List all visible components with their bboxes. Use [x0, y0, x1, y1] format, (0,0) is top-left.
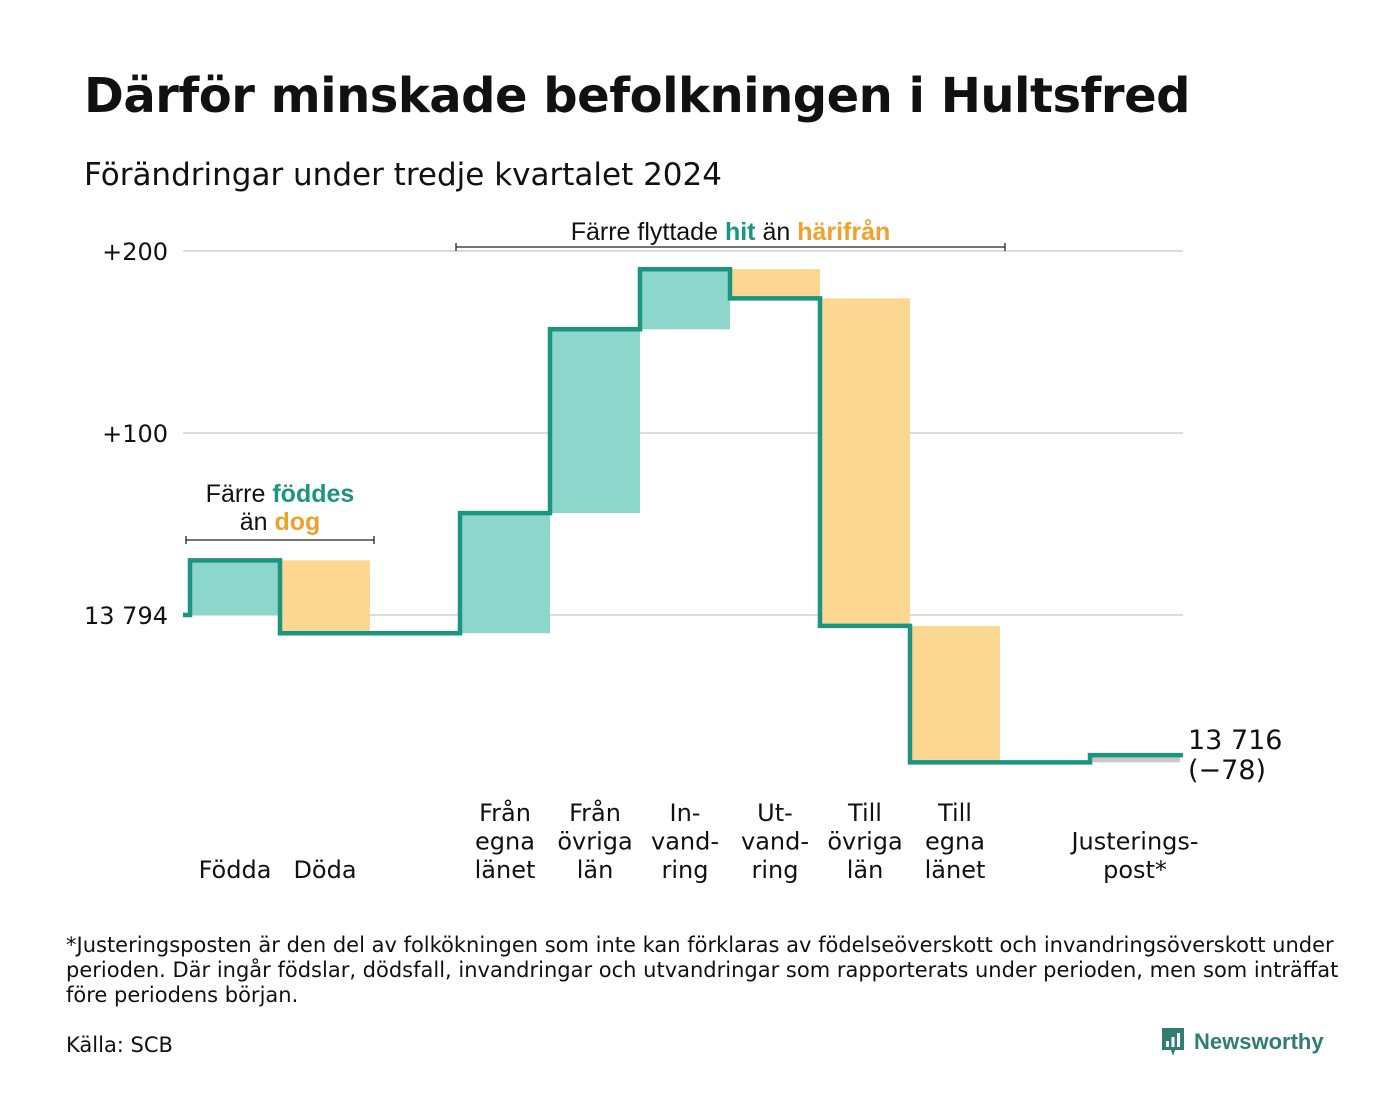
footnote: *Justeringsposten är den del av folkökni… [66, 933, 1339, 1007]
source-credit: Källa: SCB [66, 1033, 173, 1057]
y-tick-label: +100 [102, 420, 168, 448]
waterfall-bar [820, 298, 910, 626]
x-category-label: Från övriga län [557, 798, 632, 884]
x-category-label-line: Ut- [757, 799, 793, 827]
x-category-label: Ut-vand-ring [741, 799, 809, 884]
x-category-label: Till egna länet [925, 799, 986, 884]
annotation-segment: dog [274, 508, 320, 536]
chart-title: Därför minskade befolkningen i Hultsfred [84, 68, 1190, 124]
x-category-label-line: ring [752, 856, 799, 884]
x-category-label-line: Från [569, 798, 621, 827]
x-category-label-line: Justerings- [1069, 828, 1198, 856]
waterfall-bar [910, 625, 1000, 763]
annotation-segment: än [762, 218, 790, 246]
annotation-segment: föddes [272, 480, 354, 508]
x-category-label: Döda [293, 856, 356, 884]
x-category-label-line: län [577, 856, 614, 884]
brand-name: Newsworthy [1194, 1029, 1324, 1054]
chart-subtitle: Förändringar under tredje kvartalet 2024 [84, 157, 722, 193]
x-category-label-line: vand- [651, 828, 719, 856]
x-category-label-line: Födda [199, 856, 272, 884]
annotation-migration: Färre flyttade hit än härifrån [571, 218, 891, 246]
waterfall-bar [730, 269, 820, 299]
x-category-label: Justerings-post* [1069, 828, 1198, 885]
x-category-label-line: Från [479, 798, 531, 827]
x-category-label-line: övriga [827, 828, 902, 856]
x-category-label-line: Döda [293, 856, 356, 884]
x-category-label-line: egna [475, 828, 535, 856]
y-tick-label: 13 794 [84, 602, 168, 630]
x-category-label: Från egna länet [475, 798, 536, 884]
x-category-label-line: post* [1103, 856, 1167, 884]
x-category-label-line: län [847, 856, 884, 884]
x-category-label-line: ring [662, 856, 709, 884]
x-category-label-line: egna [925, 828, 985, 856]
brand-logo: Newsworthy [1160, 1026, 1324, 1058]
x-category-label-line: Till [847, 799, 882, 827]
annotation-segment: än [240, 508, 268, 536]
end-value-label: 13 716 [1188, 725, 1282, 756]
cumulative-step-line [183, 266, 1183, 765]
waterfall-bar [640, 269, 730, 330]
waterfall-bar [460, 513, 550, 634]
annotation-segment: hit [725, 218, 756, 246]
annotation-segment: härifrån [797, 218, 890, 246]
x-category-label-line: länet [475, 856, 536, 884]
x-category-label: Till övriga län [827, 799, 902, 884]
x-category-label-line: In- [670, 799, 701, 827]
x-category-label-line: vand- [741, 828, 809, 856]
x-category-label-line: Till [937, 799, 972, 827]
waterfall-bar [550, 329, 640, 514]
y-tick-label: +200 [102, 238, 168, 266]
waterfall-bar [1090, 755, 1180, 763]
annotation-births-line1: Färre föddes [206, 480, 355, 508]
x-category-label: Födda [199, 856, 272, 884]
x-category-label-line: länet [925, 856, 986, 884]
waterfall-bar [190, 560, 280, 615]
annotation-births-line2: än dog [240, 508, 321, 536]
newsworthy-logo-icon [1162, 1028, 1184, 1056]
x-category-label-line: övriga [557, 828, 632, 856]
waterfall-bar [280, 560, 370, 634]
annotation-segment: Färre [206, 480, 266, 508]
annotation-segment: Färre flyttade [571, 218, 718, 246]
x-category-label: In-vand-ring [651, 799, 719, 884]
end-change-label: (−78) [1188, 755, 1266, 786]
